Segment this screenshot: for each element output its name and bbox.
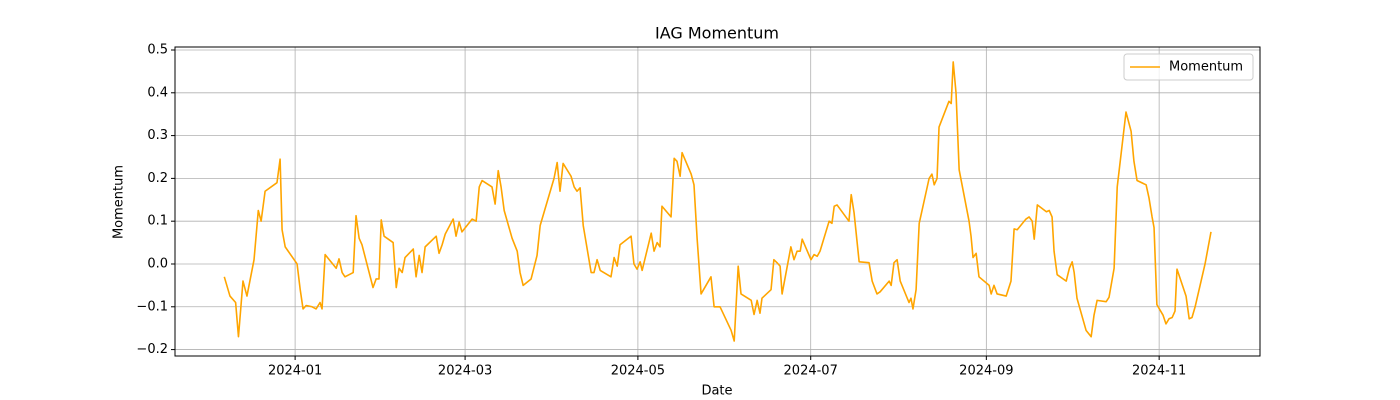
y-tick-label: 0.3: [147, 128, 168, 143]
legend-box: [1123, 53, 1254, 81]
legend-label: Momentum: [1169, 60, 1243, 75]
data-line: [223, 61, 1212, 342]
y-axis-label: Momentum: [112, 165, 127, 239]
plot-frame: [174, 46, 1261, 357]
y-tick-label: 0.2: [147, 171, 168, 186]
y-tick-label: −0.2: [136, 342, 168, 357]
x-tick-label: 2024-11: [1132, 364, 1186, 379]
y-tick-label: 0.4: [147, 85, 168, 100]
x-tick-label: 2024-03: [438, 364, 492, 379]
y-tick-label: 0.1: [147, 214, 168, 229]
x-tick-label: 2024-07: [784, 364, 838, 379]
y-tick-label: −0.1: [136, 299, 168, 314]
x-tick-label: 2024-09: [959, 364, 1013, 379]
chart-title: IAG Momentum: [655, 24, 779, 43]
x-tick-label: 2024-05: [611, 364, 665, 379]
x-axis-label: Date: [701, 384, 732, 399]
x-tick-label: 2024-01: [268, 364, 322, 379]
y-tick-label: 0.5: [147, 42, 168, 57]
y-tick-label: 0.0: [147, 256, 168, 271]
